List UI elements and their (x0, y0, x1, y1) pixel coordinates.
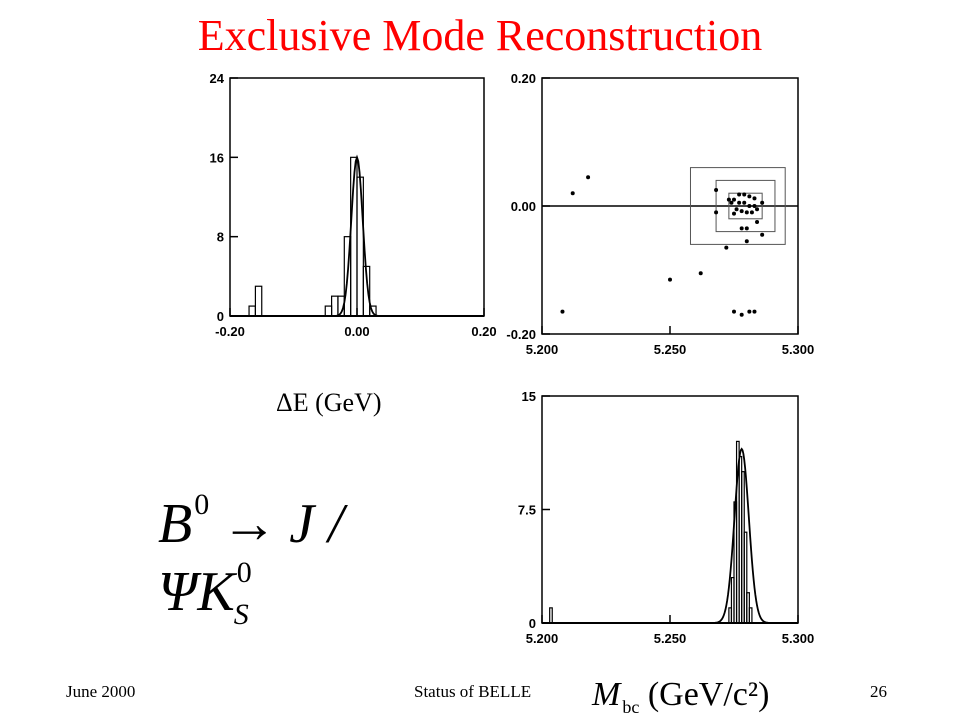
scatter-point (744, 226, 749, 231)
mbc-x-tick-label: 5.250 (654, 631, 687, 646)
mbc-sub: bc (622, 697, 640, 717)
scatter-point (732, 309, 736, 314)
mbc-y-tick-label: 15 (522, 389, 536, 404)
scatter-point (760, 200, 765, 205)
scatter-y-tick-label: 0.20 (511, 71, 536, 86)
footer-page-number: 26 (870, 682, 887, 701)
figure-panel: 0 8 16 24 -0.20 0.00 0.20 -0.20 0.00 0.20 5.200 5.2… (196, 68, 816, 683)
scatter-x-tick-label: 5.300 (782, 342, 815, 357)
scatter-point (747, 204, 752, 208)
mbc-hist-bar (743, 531, 748, 624)
scatter-point (570, 191, 575, 196)
scatter-point (755, 207, 760, 212)
delta-e-x-tick-label: 0.20 (471, 324, 496, 339)
delta-e-hist-bar (369, 305, 377, 317)
footer-date: June 2000 (66, 682, 136, 701)
scatter-point (729, 200, 734, 205)
scatter-point (755, 220, 760, 224)
mbc-hist-bar (549, 607, 553, 624)
scatter-y-tick-label: -0.20 (506, 327, 536, 342)
decay-formula: B0 → J / ΨK0S (158, 488, 448, 632)
formula-arrow: → (221, 493, 278, 555)
mbc-x-tick-label: 5.300 (782, 631, 815, 646)
scatter-point (749, 210, 754, 215)
delta-e-y-tick-label: 24 (210, 71, 225, 86)
scatter-point (752, 204, 757, 208)
slide-title: Exclusive Mode Reconstruction (197, 11, 763, 60)
scatter-point (739, 209, 744, 214)
scatter-y-tick-label: 0.00 (511, 199, 536, 214)
scatter-x-tick-label: 5.250 (654, 342, 687, 357)
scatter-point (752, 196, 757, 201)
scatter-point (739, 226, 744, 231)
formula-k-sup: 0 (236, 556, 252, 589)
scatter-point (760, 232, 765, 237)
scatter-point (747, 309, 752, 314)
delta-e-x-tick-label: -0.20 (215, 324, 245, 339)
delta-e-axis-label: ΔE (GeV) (276, 388, 382, 417)
delta-e-x-tick-label: 0.00 (344, 324, 369, 339)
scatter-point (726, 197, 731, 202)
scatter-point (752, 309, 757, 314)
formula-rest: J / ΨK (158, 493, 344, 623)
delta-e-hist-bar (324, 305, 333, 317)
delta-e-y-tick-label: 16 (210, 150, 224, 165)
mbc-y-tick-label: 0 (529, 616, 536, 631)
scatter-signal-box (715, 179, 776, 233)
scatter-point (737, 200, 742, 205)
mbc-main: M (592, 676, 621, 713)
plots-canvas: 0 8 16 24 -0.20 0.00 0.20 -0.20 0.00 0.20 5.200 5.2… (210, 71, 815, 646)
delta-e-hist-bar (356, 176, 364, 317)
delta-e-hist-bar (331, 295, 339, 317)
mbc-hist-bar (748, 607, 753, 624)
scatter-point (732, 211, 736, 216)
mbc-x-tick-label: 5.200 (526, 631, 559, 646)
formula-b-sup: 0 (194, 488, 210, 521)
scatter-signal-box (689, 167, 786, 245)
scatter-point (737, 192, 742, 197)
scatter-point (586, 175, 591, 180)
scatter-point (560, 309, 565, 314)
delta-e-fit-curve (230, 154, 484, 317)
footer-center: Status of BELLE (414, 682, 532, 701)
mbc-units: (GeV/c²) (639, 676, 770, 713)
scatter-point (744, 210, 749, 215)
scatter-point (744, 239, 749, 244)
scatter-point (698, 271, 703, 276)
scatter-point (732, 197, 736, 202)
delta-e-y-tick-label: 0 (217, 309, 224, 324)
scatter-point (734, 207, 739, 212)
formula-b: B (158, 493, 193, 555)
mbc-plot-frame (541, 395, 799, 624)
scatter-x-tick-label: 5.200 (526, 342, 559, 357)
scatter-point (747, 194, 752, 199)
mbc-y-tick-label: 7.5 (518, 503, 536, 518)
scatter-point (739, 312, 744, 317)
scatter-point (714, 210, 719, 215)
scatter-point (714, 188, 719, 192)
formula-k-sub: S (233, 598, 249, 631)
mbc-fit-curve (542, 447, 798, 624)
scatter-point (668, 277, 672, 282)
delta-e-y-tick-label: 8 (217, 230, 224, 245)
scatter-point (742, 192, 747, 197)
scatter-point (742, 200, 747, 205)
scatter-point (724, 245, 729, 250)
delta-e-hist-bar (254, 285, 263, 317)
delta-e-hist-bar (248, 305, 256, 317)
